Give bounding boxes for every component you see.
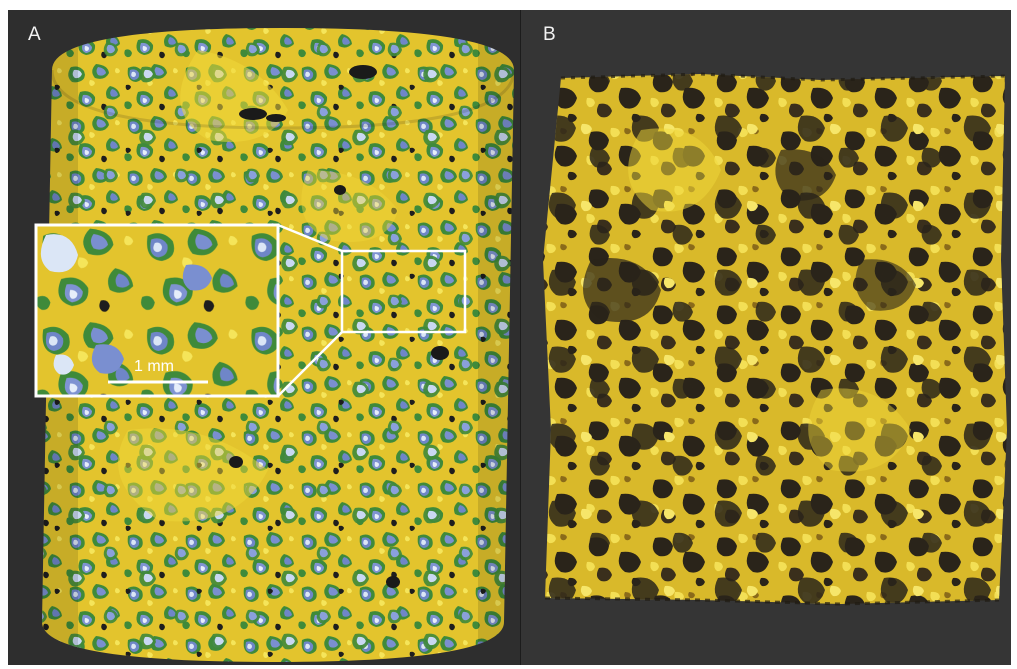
panel-b: B: [521, 10, 1011, 665]
cylinder-render: [34, 28, 514, 662]
scale-bar-label: 1 mm: [134, 358, 174, 375]
figure: A 1 mm: [8, 10, 1011, 665]
inset-source-box: [340, 249, 467, 334]
inset-magnified-box: [34, 223, 280, 398]
panel-a: A 1 mm: [8, 10, 520, 665]
inset-connector-top: [277, 223, 343, 253]
inset-connector-bottom: [277, 331, 343, 397]
panel-divider: [520, 10, 521, 665]
panel-label-a: A: [28, 24, 41, 45]
inset-zoom: [34, 223, 467, 398]
panel-label-b: B: [543, 24, 556, 45]
solid-phase-render: [543, 72, 1007, 606]
